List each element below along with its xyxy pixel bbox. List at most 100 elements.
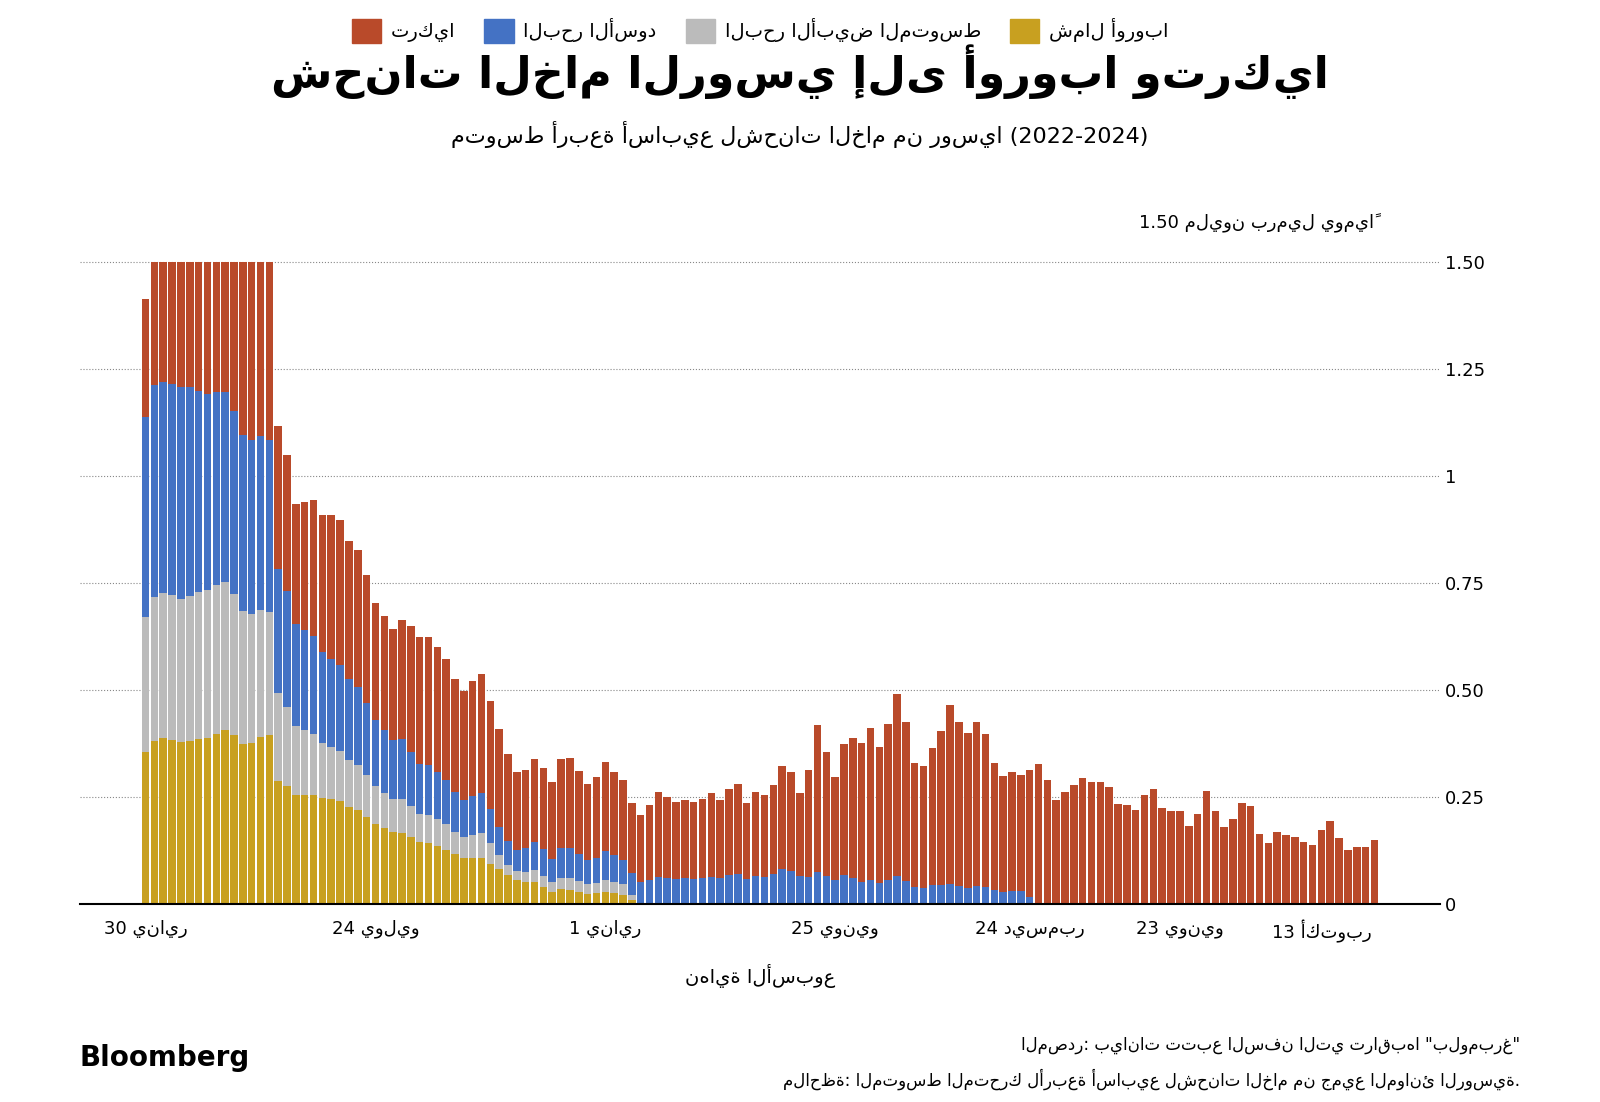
Bar bbox=[610, 894, 618, 904]
Bar bbox=[1246, 806, 1254, 904]
Bar bbox=[531, 758, 538, 842]
Text: ملاحظة: المتوسط المتحرك لأربعة أسابيع لشحنات الخام من جميع الموانئ الروسية.: ملاحظة: المتوسط المتحرك لأربعة أسابيع لش… bbox=[782, 1069, 1520, 1090]
Bar bbox=[256, 262, 264, 436]
Bar bbox=[178, 262, 184, 387]
Bar bbox=[256, 436, 264, 609]
Bar bbox=[1309, 844, 1317, 904]
Bar bbox=[451, 854, 459, 904]
Bar bbox=[363, 703, 370, 775]
Bar bbox=[230, 411, 238, 594]
Bar bbox=[283, 787, 291, 904]
Bar bbox=[310, 734, 317, 796]
Bar bbox=[310, 636, 317, 734]
Bar bbox=[504, 875, 512, 904]
Bar bbox=[514, 880, 520, 904]
Bar bbox=[822, 876, 830, 904]
Bar bbox=[504, 754, 512, 842]
Bar bbox=[539, 887, 547, 904]
Bar bbox=[478, 857, 485, 904]
Bar bbox=[858, 743, 866, 883]
Bar bbox=[168, 595, 176, 739]
Bar bbox=[867, 728, 874, 880]
Bar bbox=[461, 800, 467, 836]
Bar bbox=[982, 887, 989, 904]
Bar bbox=[938, 731, 946, 885]
Bar bbox=[424, 843, 432, 904]
Bar bbox=[318, 652, 326, 744]
Bar bbox=[514, 850, 520, 871]
Bar bbox=[1238, 803, 1245, 904]
Bar bbox=[1008, 892, 1016, 904]
Bar bbox=[266, 262, 274, 441]
Bar bbox=[850, 878, 856, 904]
Bar bbox=[1176, 811, 1184, 904]
Bar bbox=[602, 892, 610, 904]
Bar bbox=[469, 681, 477, 796]
Bar bbox=[221, 392, 229, 582]
Bar bbox=[478, 833, 485, 857]
Bar bbox=[486, 809, 494, 843]
X-axis label: نهاية الأسبوع: نهاية الأسبوع bbox=[685, 963, 835, 987]
Bar bbox=[1078, 778, 1086, 904]
Bar bbox=[584, 884, 592, 894]
Bar bbox=[1131, 810, 1139, 904]
Bar bbox=[416, 814, 424, 842]
Bar bbox=[248, 744, 256, 904]
Bar bbox=[371, 824, 379, 904]
Bar bbox=[797, 876, 803, 904]
Bar bbox=[1106, 787, 1114, 904]
Bar bbox=[142, 417, 149, 617]
Bar bbox=[858, 883, 866, 904]
Bar bbox=[637, 815, 645, 882]
Bar bbox=[910, 764, 918, 887]
Bar bbox=[310, 796, 317, 904]
Legend: تركيا, البحر الأسود, البحر الأبيض المتوسط, شمال أوروبا: تركيا, البحر الأسود, البحر الأبيض المتوس… bbox=[344, 11, 1176, 51]
Bar bbox=[310, 500, 317, 636]
Bar bbox=[664, 797, 670, 877]
Bar bbox=[584, 784, 592, 861]
Text: Bloomberg: Bloomberg bbox=[80, 1044, 250, 1072]
Bar bbox=[539, 768, 547, 850]
Bar bbox=[778, 869, 786, 904]
Bar bbox=[1096, 781, 1104, 904]
Bar bbox=[610, 771, 618, 855]
Bar bbox=[549, 782, 557, 858]
Bar bbox=[328, 799, 334, 904]
Bar bbox=[230, 594, 238, 735]
Bar bbox=[619, 895, 627, 904]
Bar bbox=[424, 814, 432, 843]
Bar bbox=[522, 769, 530, 849]
Bar bbox=[363, 775, 370, 817]
Bar bbox=[186, 387, 194, 596]
Bar bbox=[946, 704, 954, 884]
Bar bbox=[434, 846, 442, 904]
Bar bbox=[293, 625, 299, 726]
Bar bbox=[928, 885, 936, 904]
Bar bbox=[381, 731, 389, 792]
Bar bbox=[186, 596, 194, 741]
Bar bbox=[566, 849, 574, 878]
Bar bbox=[955, 722, 963, 886]
Bar bbox=[646, 804, 653, 879]
Bar bbox=[346, 759, 352, 807]
Bar bbox=[496, 855, 502, 869]
Bar bbox=[610, 883, 618, 894]
Bar bbox=[389, 739, 397, 799]
Bar bbox=[406, 626, 414, 752]
Bar bbox=[195, 738, 202, 904]
Bar bbox=[461, 857, 467, 904]
Bar bbox=[142, 299, 149, 417]
Bar bbox=[256, 737, 264, 904]
Bar bbox=[160, 262, 166, 382]
Bar bbox=[248, 441, 256, 614]
Bar bbox=[363, 817, 370, 904]
Text: 1.50 مليون برميل يومياً: 1.50 مليون برميل يومياً bbox=[1139, 213, 1374, 233]
Bar bbox=[434, 819, 442, 846]
Bar bbox=[346, 807, 352, 904]
Bar bbox=[832, 777, 838, 879]
Bar bbox=[902, 723, 910, 880]
Bar bbox=[160, 382, 166, 593]
Bar bbox=[478, 673, 485, 792]
Bar bbox=[637, 882, 645, 904]
Bar bbox=[1158, 808, 1166, 904]
